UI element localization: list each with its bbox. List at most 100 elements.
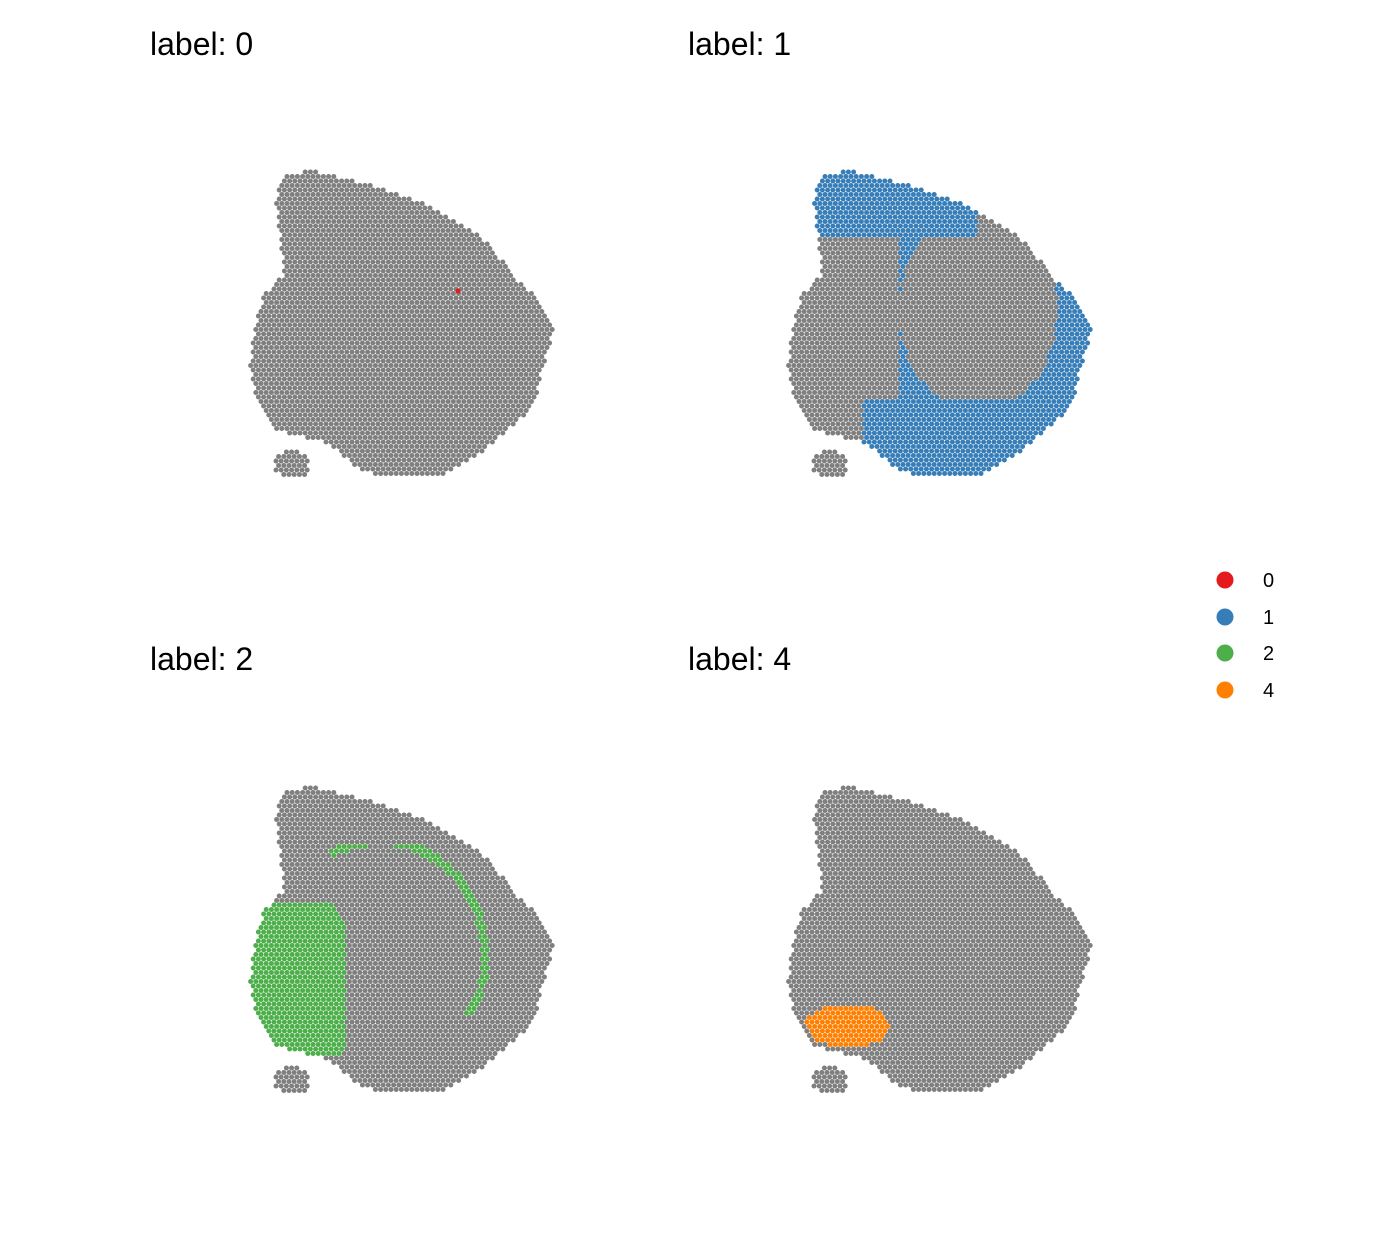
tissue-spot [471,390,477,395]
tissue-spot [372,237,378,242]
tissue-spot [484,241,490,247]
tissue-spot [414,282,420,287]
tissue-spot [929,340,935,346]
tissue-spot [370,223,376,229]
tissue-spot [268,417,274,422]
tissue-spot [440,471,446,476]
highlighted-spot [929,205,935,211]
tissue-spot [986,331,992,337]
tissue-spot [931,309,937,314]
tissue-spot [1048,277,1054,283]
tissue-spot [385,358,391,364]
tissue-spot [383,255,389,260]
tissue-spot [515,322,521,328]
tissue-spot [975,241,981,247]
tissue-spot [427,394,433,400]
tissue-spot [960,250,966,256]
tissue-spot [406,331,412,337]
tissue-spot [994,345,1000,350]
tissue-spot [492,291,498,296]
tissue-spot [1053,304,1059,310]
tissue-spot [461,435,467,440]
tissue-spot [307,331,313,337]
tissue-spot [479,376,485,382]
tissue-spot [307,232,313,238]
tissue-spot [918,295,924,301]
tissue-spot [986,304,992,310]
tissue-spot [315,255,321,260]
tissue-spot [453,241,459,247]
tissue-spot [835,268,841,274]
tissue-spot [1025,381,1031,386]
tissue-spot [513,327,519,332]
tissue-spot [385,448,391,454]
tissue-spot [362,372,368,377]
tissue-spot [328,187,334,193]
tissue-spot [1043,358,1049,364]
tissue-spot [518,309,524,314]
tissue-spot [996,358,1002,364]
tissue-spot [437,241,443,247]
highlighted-spot [830,214,836,220]
tissue-spot [845,358,851,364]
tissue-spot [515,376,521,382]
tissue-spot [424,345,430,350]
highlighted-spot [921,192,927,197]
tissue-spot [495,421,501,427]
tissue-spot [835,421,841,427]
tissue-spot [318,187,324,193]
highlighted-spot [931,192,937,197]
tissue-spot [419,345,425,350]
tissue-spot [435,345,441,350]
tissue-spot [372,282,378,287]
tissue-spot [1022,268,1028,274]
tissue-spot [398,273,404,278]
tissue-spot [814,277,820,283]
tissue-spot [391,430,397,436]
tissue-spot [832,408,838,413]
tissue-spot [313,394,319,400]
tissue-spot [487,417,493,422]
tissue-spot [331,381,337,386]
tissue-spot [962,381,968,386]
tissue-spot [391,376,397,382]
tissue-spot [370,286,376,292]
tissue-spot [926,273,932,278]
highlighted-spot [895,228,901,233]
tissue-spot [812,363,818,368]
tissue-spot [502,426,508,431]
tissue-spot [346,390,352,395]
tissue-spot [417,412,423,418]
tissue-spot [274,372,280,377]
tissue-spot [986,358,992,364]
tissue-spot [435,390,441,395]
tissue-spot [443,358,449,364]
tissue-spot [336,210,342,215]
tissue-spot [253,390,259,395]
highlighted-spot [895,210,901,215]
tissue-spot [869,327,875,332]
tissue-spot [388,417,394,422]
tissue-spot [955,349,961,355]
tissue-spot [474,259,480,265]
tissue-spot [461,300,467,305]
tissue-spot [830,295,836,301]
tissue-spot [838,336,844,341]
tissue-spot [432,331,438,337]
tissue-spot [320,345,326,350]
tissue-spot [445,426,451,431]
tissue-spot [362,291,368,296]
tissue-spot [409,219,415,224]
tissue-spot [874,282,880,287]
tissue-spot [526,376,532,382]
highlighted-spot [869,174,875,179]
tissue-spot [981,313,987,319]
tissue-spot [271,358,277,364]
tissue-spot [388,471,394,476]
tissue-spot [362,399,368,404]
tissue-spot [999,282,1005,287]
tissue-spot [489,277,495,283]
tissue-spot [489,385,495,391]
tissue-spot [435,300,441,305]
tissue-spot [326,336,332,341]
